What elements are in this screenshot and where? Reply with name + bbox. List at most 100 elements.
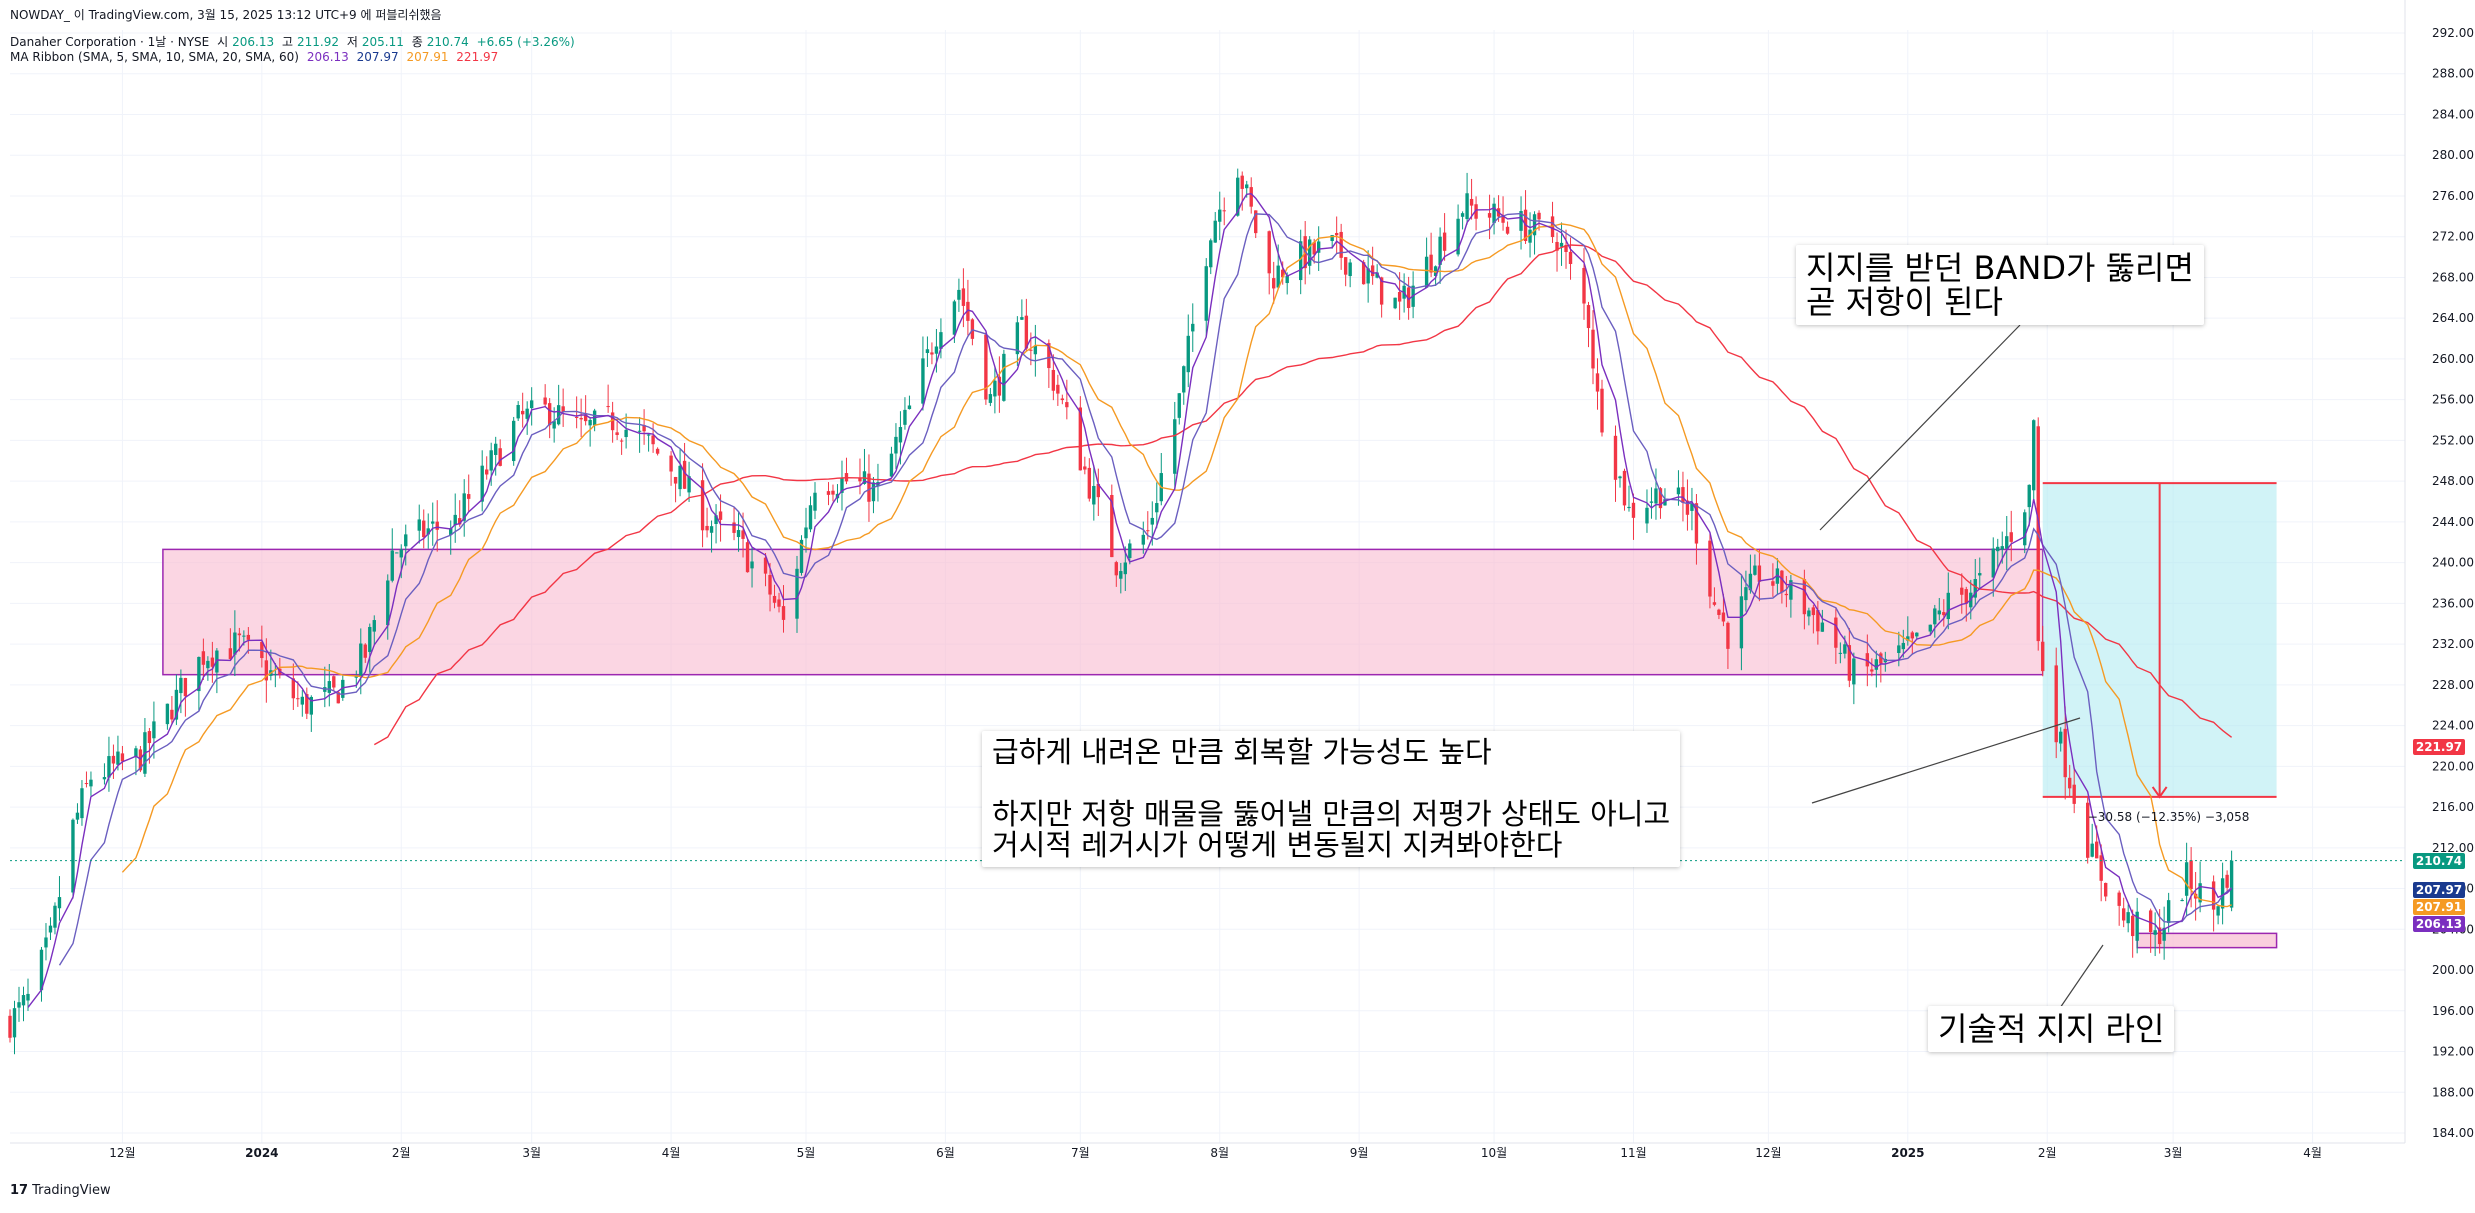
candle-body (1816, 610, 1820, 632)
candle-body (44, 937, 48, 948)
candle-body (395, 552, 399, 554)
time-tick-label: 2월 (392, 1146, 411, 1160)
candle-body (1685, 500, 1690, 515)
candle-body (1092, 485, 1096, 505)
candle-body (1254, 210, 1258, 234)
candle-body (138, 749, 143, 771)
candle-body (867, 473, 871, 502)
candle-body (2135, 911, 2139, 941)
candle-body (1397, 291, 1402, 302)
candle-body (1600, 388, 1604, 433)
candle-body (1433, 266, 1438, 276)
candle-body (1505, 226, 1510, 234)
candle-body (1694, 503, 1699, 544)
candle-body (588, 419, 592, 426)
candle-body (1690, 503, 1694, 511)
candle-body (700, 480, 705, 531)
candle-body (2023, 512, 2027, 546)
candle-body (2090, 843, 2094, 857)
candle-body (1582, 267, 1586, 304)
price-tick-label: 196.00 (2432, 1004, 2474, 1018)
candle-body (610, 412, 615, 431)
candle-body (579, 417, 583, 420)
candle-body (1717, 609, 1721, 615)
candle-body (291, 678, 296, 699)
candle-body (1771, 581, 1775, 586)
candle-body (1834, 617, 1838, 648)
candle-body (1361, 262, 1366, 285)
candle-body (642, 425, 646, 432)
candle-body (966, 301, 970, 321)
price-tick-label: 236.00 (2432, 596, 2474, 610)
price-tick-label: 248.00 (2432, 474, 2474, 488)
candle-body (1096, 483, 1101, 498)
ohlc-low: 저 205.11 (346, 35, 404, 49)
candle-body (1141, 534, 1145, 545)
candle-body (1285, 275, 1289, 284)
candle-body (1996, 546, 2000, 552)
candle-body (1119, 571, 1123, 579)
time-tick-label: 2월 (2038, 1146, 2057, 1160)
candle-body (705, 525, 709, 531)
candle-body (718, 511, 723, 520)
candle-body (458, 518, 462, 525)
time-tick-label: 10월 (1481, 1146, 1507, 1160)
price-tag-label: 210.74 (2416, 854, 2462, 868)
candle-body (336, 692, 340, 704)
candle-body (2072, 784, 2076, 804)
price-tick-label: 288.00 (2432, 67, 2474, 81)
candle-body (2041, 641, 2045, 672)
ohlc-close: 종 210.74 (411, 35, 469, 49)
candle-body (1618, 476, 1622, 479)
measure-label: −30.58 (−12.35%) −3,058 (2088, 810, 2250, 824)
candle-body (925, 349, 930, 354)
candle-body (1942, 612, 1946, 616)
candle-body (732, 522, 736, 533)
candle-body (583, 414, 588, 422)
candle-body (1928, 624, 1932, 632)
candle-body (988, 394, 993, 403)
ma60-value: 221.97 (456, 50, 499, 64)
price-tag-label: 206.13 (2416, 917, 2462, 931)
candle-body (2198, 883, 2202, 903)
candle-body (1330, 235, 1334, 241)
candle-body (1056, 384, 1060, 394)
candle-body (556, 405, 561, 425)
candle-body (799, 539, 804, 573)
candle-body (561, 406, 565, 413)
candle-body (1555, 241, 1559, 251)
technical-support-callout[interactable]: 기술적 지지 라인 (1928, 1006, 2175, 1052)
band-resistance-callout[interactable]: 지지를 받던 BAND가 뚫리면 곧 저항이 된다 (1796, 245, 2204, 325)
candle-body (1964, 589, 1968, 604)
ma20-line (121, 223, 2232, 908)
candle-body (363, 644, 367, 658)
candle-body (165, 703, 170, 725)
candle-body (934, 346, 939, 354)
candle-body (2121, 908, 2126, 921)
price-axis: 292.00 288.00 284.00 280.00 276.00 272.00 268.… (2404, 0, 2474, 1143)
candle-body (516, 405, 520, 419)
time-tick-label: 8월 (1210, 1146, 1229, 1160)
candle-body (426, 528, 430, 535)
candle-body (831, 490, 835, 495)
price-tag (2413, 882, 2465, 898)
time-tick-label: 11월 (1620, 1146, 1646, 1160)
candle-body (1757, 565, 1762, 582)
candle-body (1631, 502, 1636, 518)
candle-body (2009, 532, 2013, 542)
candle-body (1177, 393, 1181, 418)
price-tick-label: 192.00 (2432, 1045, 2474, 1059)
candle-body (511, 420, 516, 462)
candle-body (1726, 622, 1730, 649)
candle-body (1128, 543, 1132, 559)
candle-body (2068, 777, 2072, 789)
candle-body (273, 674, 278, 676)
recovery-callout[interactable]: 급하게 내려온 만큼 회복할 가능성도 높다 하지만 저항 매물을 뚫어낼 만큼… (982, 731, 1681, 867)
candle-body (1847, 645, 1852, 681)
candle-body (619, 440, 624, 442)
candle-body (75, 812, 80, 820)
candle-body (386, 580, 390, 626)
candle-body (300, 696, 305, 705)
